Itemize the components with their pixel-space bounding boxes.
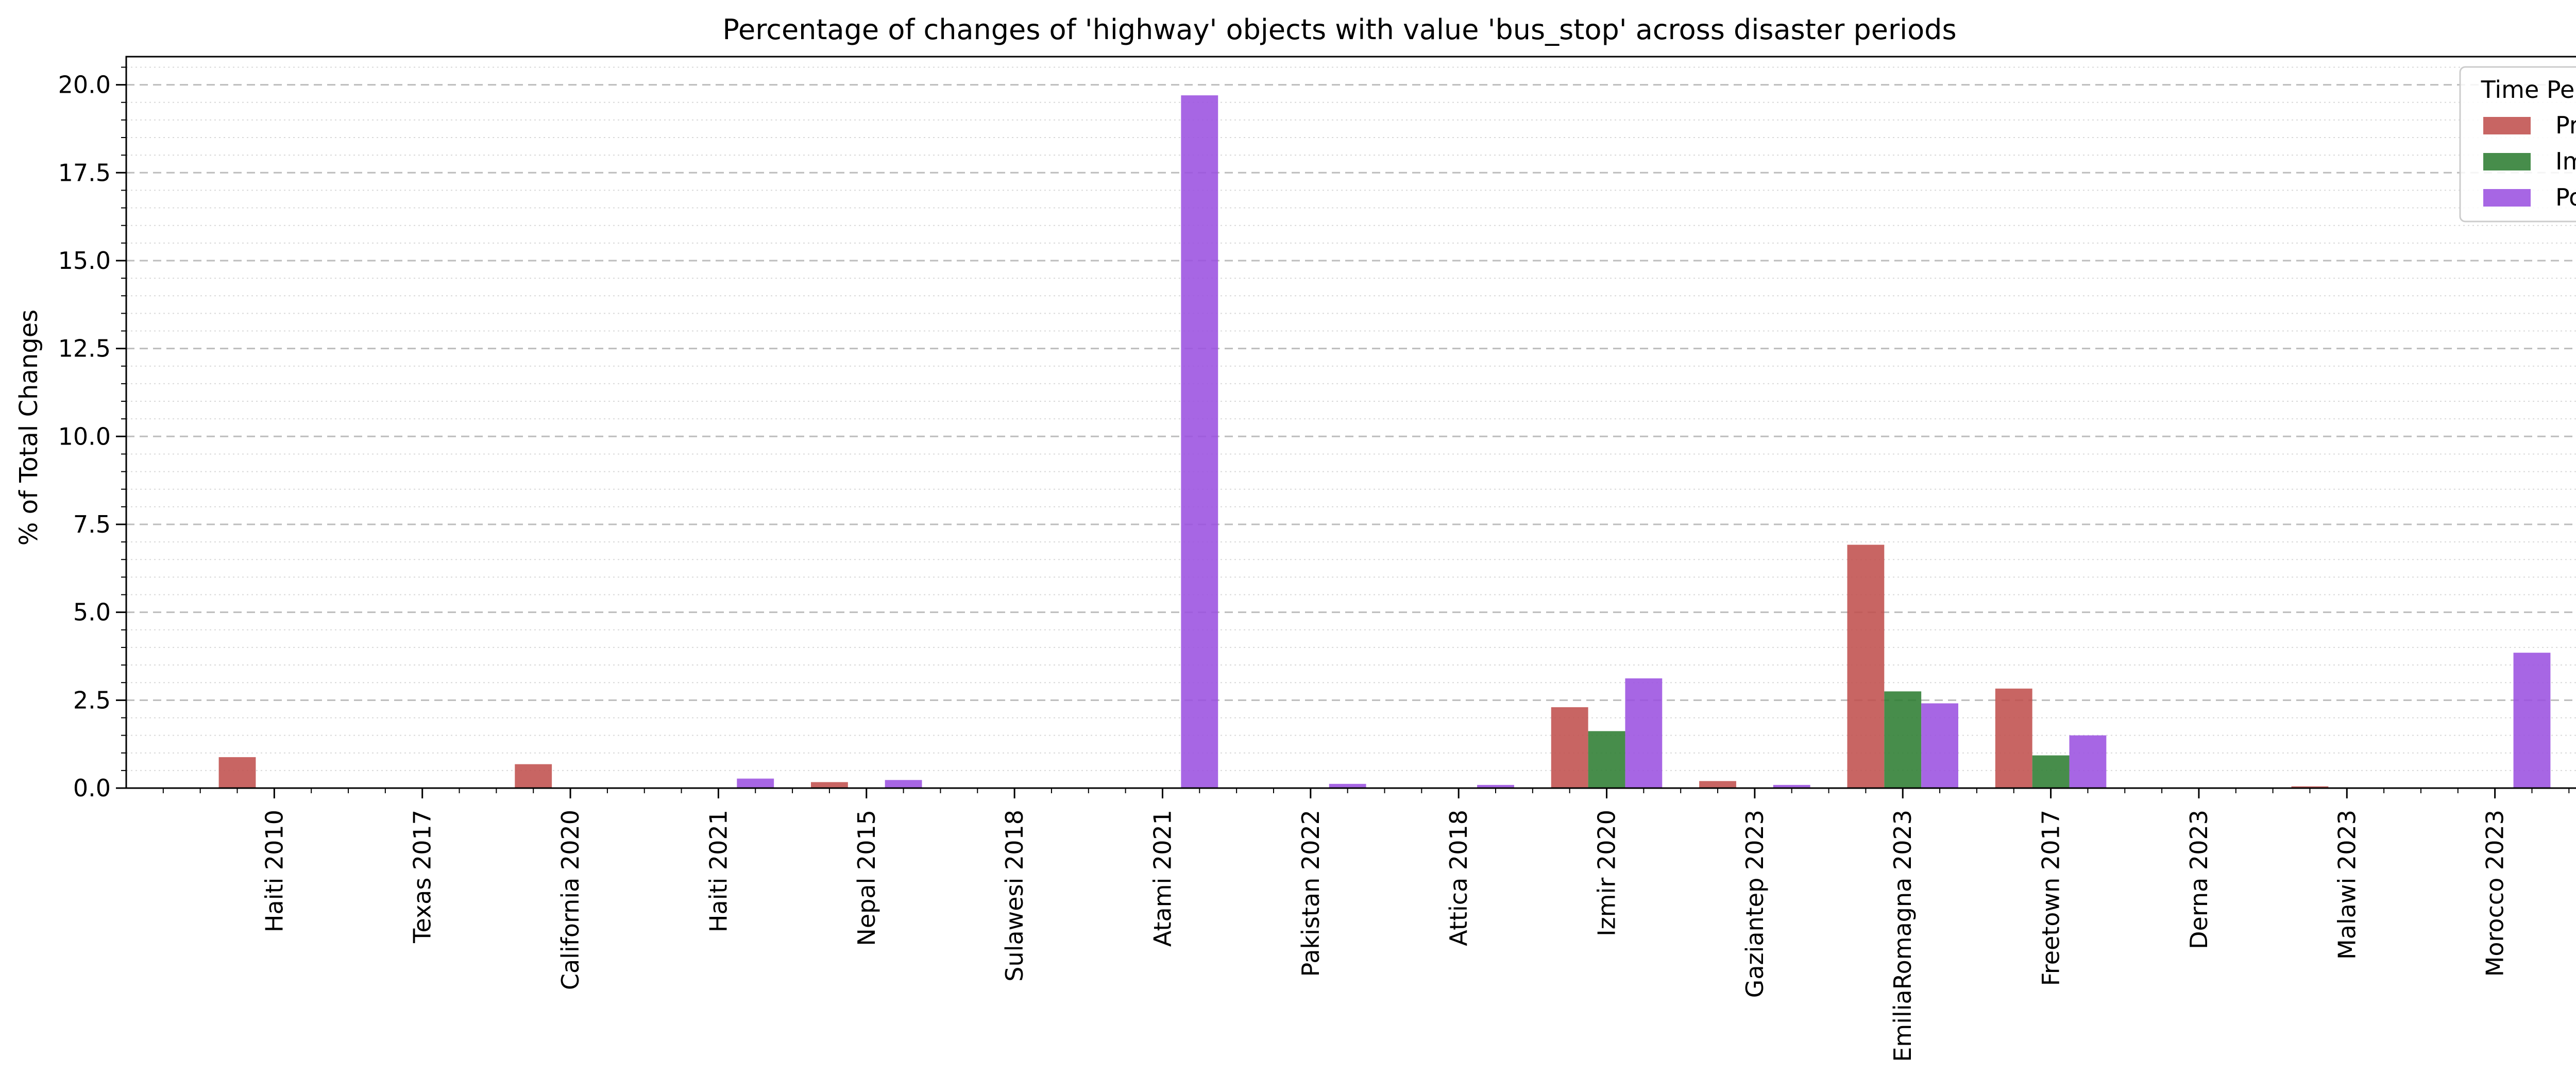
- y-tick-label: 2.5: [73, 686, 111, 714]
- chart-title: Percentage of changes of 'highway' objec…: [722, 13, 1956, 46]
- bar-post: [737, 778, 774, 788]
- bar-pre: [218, 757, 256, 788]
- plot-frame: [125, 56, 2576, 789]
- x-tick-label: Morocco 2023: [2481, 810, 2509, 977]
- bar-imm: [2032, 755, 2070, 788]
- legend-frame: [2459, 66, 2576, 223]
- bar-post: [885, 780, 922, 788]
- legend-label-post: Post: [2555, 183, 2576, 211]
- x-tick-label: Sulawesi 2018: [1001, 810, 1028, 982]
- legend-label-imm: Imm: [2555, 147, 2576, 175]
- bar-post: [1181, 95, 1218, 788]
- x-tick-label: Nepal 2015: [853, 810, 880, 946]
- bar-post: [2069, 735, 2107, 788]
- legend-swatch-post: [2483, 189, 2531, 207]
- bar-post: [2513, 653, 2551, 788]
- x-tick-label: Malawi 2023: [2333, 810, 2361, 960]
- grid-lines: [126, 66, 2576, 771]
- y-tick-label: 17.5: [58, 159, 111, 186]
- bar-pre: [1699, 781, 1736, 788]
- x-tick-label: Texas 2017: [409, 810, 436, 944]
- legend-label-pre: Pre: [2555, 111, 2576, 139]
- y-tick-label: 0.0: [73, 774, 111, 802]
- legend-swatch-imm: [2483, 153, 2531, 170]
- y-tick-label: 20.0: [58, 71, 111, 99]
- bar-post: [1477, 784, 1514, 788]
- x-tick-label: Freetown 2017: [2037, 810, 2065, 986]
- legend[interactable]: Time Period Pre Imm Post: [2459, 66, 2576, 223]
- bars: [218, 95, 2551, 788]
- x-tick-label: Attica 2018: [1445, 810, 1472, 946]
- axes: [116, 56, 2576, 798]
- bar-pre: [515, 764, 552, 788]
- y-axis-label: % of Total Changes: [14, 310, 43, 546]
- x-tick-label: Gaziantep 2023: [1741, 810, 1769, 998]
- x-tick-label: Derna 2023: [2185, 810, 2213, 949]
- bar-post: [1921, 703, 1958, 788]
- x-tick-label: Izmir 2020: [1593, 810, 1621, 936]
- y-tick-label: 5.0: [73, 599, 111, 626]
- bar-imm: [1884, 691, 1922, 788]
- bar-post: [1625, 678, 1663, 788]
- x-tick-label: Haiti 2021: [704, 810, 732, 932]
- legend-swatch-pre: [2483, 117, 2531, 134]
- y-tick-label: 15.0: [58, 247, 111, 275]
- legend-title: Time Period: [2481, 76, 2576, 104]
- tick-labels: 0.0 2.5 5.0 7.5 10.0 12.5 15.0 17.5 20.0 Haiti 20…: [58, 71, 2509, 1062]
- y-tick-label: 10.0: [58, 422, 111, 450]
- bar-pre: [1995, 688, 2032, 788]
- y-tick-label: 7.5: [73, 510, 111, 538]
- bar-imm: [1588, 731, 1625, 788]
- bar-post: [1329, 783, 1366, 788]
- bar-pre: [1551, 707, 1588, 788]
- bar-pre: [811, 782, 848, 788]
- y-tick-label: 12.5: [58, 335, 111, 363]
- bar-post: [1773, 784, 1810, 788]
- x-tick-label: California 2020: [556, 810, 584, 990]
- legend-items: Pre Imm Post: [2483, 111, 2576, 211]
- bar-pre: [2291, 786, 2329, 788]
- x-tick-label: EmiliaRomagna 2023: [1889, 810, 1917, 1062]
- x-tick-label: Haiti 2010: [260, 810, 288, 932]
- bar-pre: [1847, 544, 1885, 788]
- x-tick-label: Pakistan 2022: [1297, 810, 1325, 977]
- x-tick-label: Atami 2021: [1148, 810, 1176, 947]
